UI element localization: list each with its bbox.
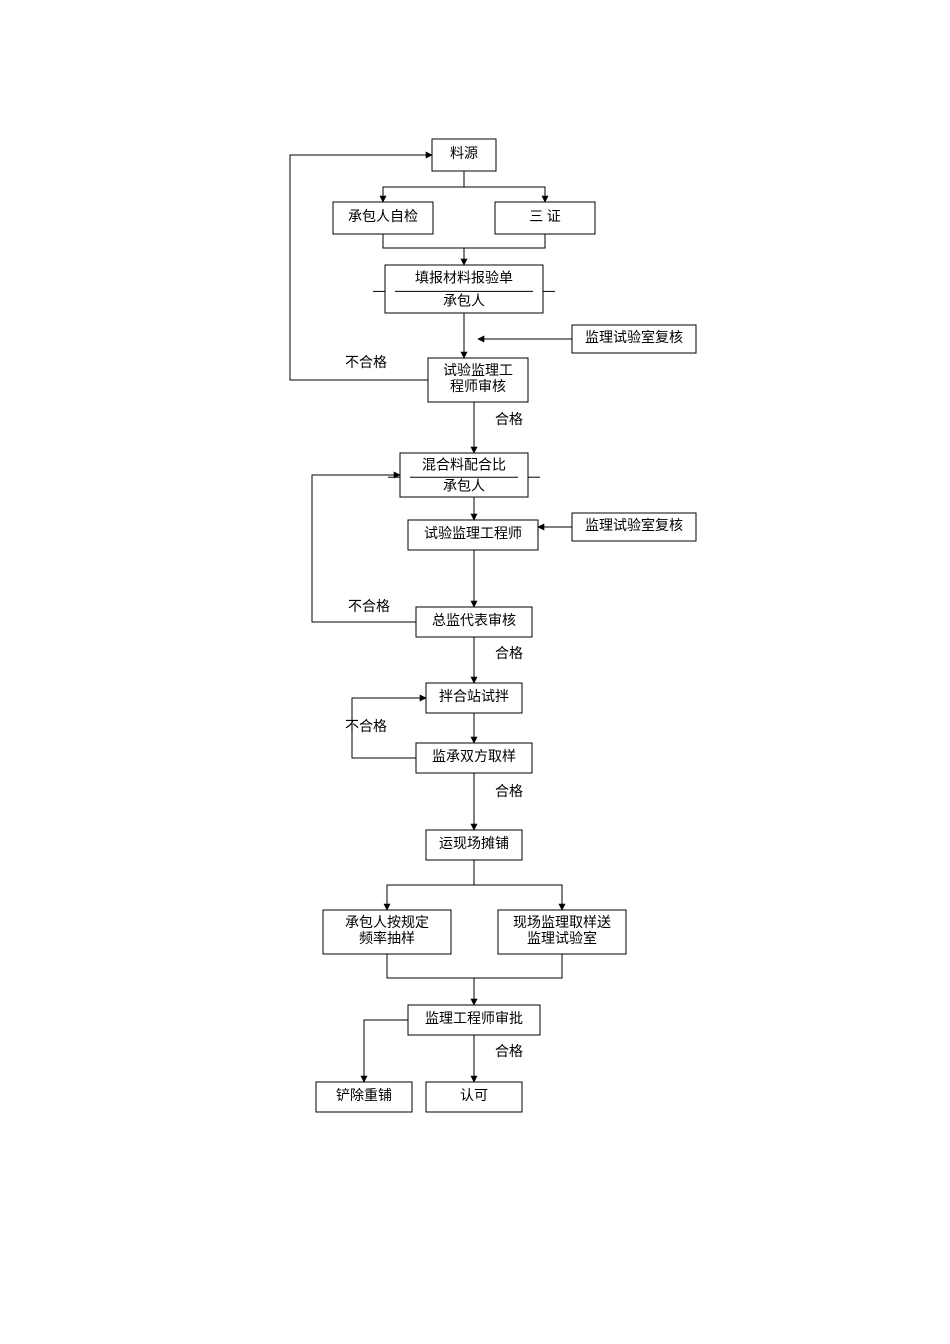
- node-n_testeng: 试验监理工程师: [408, 520, 538, 550]
- node-n_accept: 认可: [426, 1082, 522, 1112]
- node-n_sample: 监承双方取样: [416, 743, 532, 773]
- node-n_recheck2: 监理试验室复核: [572, 513, 696, 541]
- node-label-n_freq-1: 频率抽样: [359, 930, 415, 947]
- node-label-n_selfcheck: 承包人自检: [348, 209, 418, 225]
- node-n_freq: 承包人按规定频率抽样: [323, 910, 451, 954]
- node-n_sanzheng: 三 证: [495, 202, 595, 234]
- edge-17: [474, 860, 562, 910]
- node-n_remove: 铲除重铺: [316, 1082, 412, 1112]
- node-n_recheck1: 监理试验室复核: [572, 325, 696, 353]
- node-label-n_approve: 监理工程师审批: [425, 1011, 523, 1027]
- node-label-n_transport: 运现场摊铺: [439, 836, 509, 852]
- node-n_engreview: 试验监理工程师审核: [428, 358, 528, 402]
- node-label-n_testeng: 试验监理工程师: [424, 526, 522, 542]
- edge-19: [474, 954, 562, 978]
- edge-label-6: 不合格: [345, 355, 387, 371]
- node-label-n_source: 料源: [450, 146, 478, 162]
- edge-18: [387, 954, 474, 1005]
- node-label-n_fill-1: 承包人: [443, 294, 485, 310]
- node-label-n_chief: 总监代表审核: [432, 613, 516, 629]
- node-n_selfcheck: 承包人自检: [333, 202, 433, 234]
- node-label-n_engreview-1: 程师审核: [450, 379, 506, 395]
- node-label-n_accept: 认可: [460, 1088, 488, 1104]
- edge-3: [464, 234, 545, 248]
- node-label-n_fill-0: 填报材料报验单: [415, 271, 513, 287]
- node-label-n_site-0: 现场监理取样送: [513, 915, 611, 931]
- node-label-n_recheck2: 监理试验室复核: [585, 517, 683, 534]
- edge-label-12: 合格: [495, 646, 523, 662]
- node-label-n_recheck1: 监理试验室复核: [585, 329, 683, 346]
- edge-label-20: 合格: [495, 1044, 523, 1060]
- node-label-n_mixstation: 拌合站试拌: [439, 689, 509, 705]
- flowchart-canvas: 不合格合格不合格合格不合格合格合格料源承包人自检三 证填报材料报验单承包人监理试…: [0, 0, 950, 1344]
- node-n_mix: 混合料配合比承包人: [388, 453, 540, 497]
- node-n_approve: 监理工程师审批: [408, 1005, 540, 1035]
- edge-21: [364, 1020, 408, 1082]
- node-n_mixstation: 拌合站试拌: [426, 683, 522, 713]
- node-label-n_engreview-0: 试验监理工: [443, 363, 513, 379]
- edge-label-11: 不合格: [348, 599, 390, 615]
- node-n_chief: 总监代表审核: [416, 607, 532, 637]
- node-label-n_mix-1: 承包人: [443, 479, 485, 495]
- edge-1: [464, 171, 545, 202]
- node-label-n_site-1: 监理试验室: [527, 930, 597, 947]
- node-n_source: 料源: [432, 139, 496, 171]
- node-label-n_sanzheng: 三 证: [529, 209, 561, 225]
- edge-label-14: 不合格: [345, 719, 387, 735]
- edge-label-15: 合格: [495, 784, 523, 800]
- edge-2: [383, 234, 464, 265]
- edge-16: [387, 860, 474, 910]
- node-n_fill: 填报材料报验单承包人: [373, 265, 555, 313]
- node-label-n_sample: 监承双方取样: [432, 749, 516, 765]
- node-label-n_mix-0: 混合料配合比: [422, 457, 506, 473]
- edge-0: [383, 171, 464, 202]
- edge-label-7: 合格: [495, 412, 523, 428]
- node-label-n_freq-0: 承包人按规定: [345, 915, 429, 931]
- node-n_site: 现场监理取样送监理试验室: [498, 910, 626, 954]
- node-n_transport: 运现场摊铺: [426, 830, 522, 860]
- node-label-n_remove: 铲除重铺: [336, 1088, 392, 1104]
